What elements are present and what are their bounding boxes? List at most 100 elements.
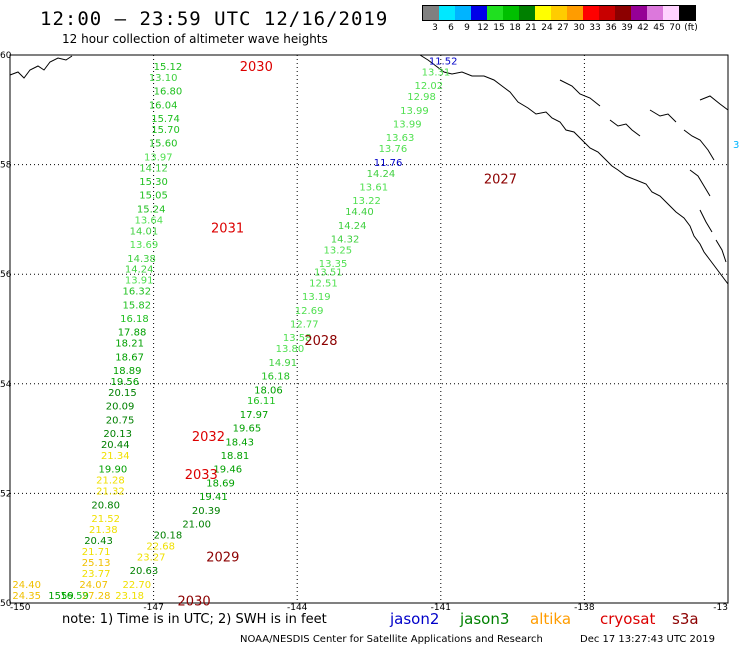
generated-timestamp: Dec 17 13:27:43 UTC 2019 xyxy=(580,634,715,645)
wave-height-value: 15.70 xyxy=(151,125,180,136)
graticule xyxy=(10,55,728,603)
wave-height-value: 18.67 xyxy=(115,352,144,363)
wave-height-value: 22.68 xyxy=(146,541,175,552)
wave-height-value: 13.22 xyxy=(352,196,381,207)
legend-label: 30 xyxy=(573,23,585,33)
wave-height-value: 27.28 xyxy=(82,591,111,602)
wave-height-value: 16.32 xyxy=(122,287,151,298)
latitude-label: 58 xyxy=(0,161,12,171)
legend-label: 24 xyxy=(541,23,553,33)
latitude-label: 60 xyxy=(0,51,12,61)
wave-height-value: 20.15 xyxy=(108,388,137,399)
alaska-islands xyxy=(559,79,729,263)
legend-label: (ft) xyxy=(684,23,698,33)
satellite-name-cryosat: cryosat xyxy=(600,610,656,628)
credit-line: NOAA/NESDIS Center for Satellite Applica… xyxy=(240,634,543,645)
wave-height-value: 20.43 xyxy=(84,536,113,547)
wave-height-value: 20.09 xyxy=(106,402,135,413)
alaska-coastline xyxy=(9,54,729,285)
satellite-name-s3a: s3a xyxy=(672,610,699,628)
wave-height-value: 20.75 xyxy=(106,415,135,426)
legend-label: 21 xyxy=(525,23,537,33)
wave-height-value: 16.80 xyxy=(154,87,183,98)
wave-height-value: 13.91 xyxy=(125,276,154,287)
color-legend: 3 6 9 12 15 18 21 24 27 30 33 36 39 42 45 70 (ft) xyxy=(422,5,698,35)
wave-height-value: 16.18 xyxy=(261,372,290,383)
legend-swatches xyxy=(422,5,696,21)
wave-height-value: 16.11 xyxy=(247,396,276,407)
legend-swatch xyxy=(503,6,519,20)
map-title: 12:00 – 23:59 UTC 12/16/2019 xyxy=(40,8,389,30)
wave-height-value: 18.89 xyxy=(113,366,142,377)
legend-swatch xyxy=(487,6,503,20)
legend-swatch xyxy=(663,6,679,20)
wave-height-value: 13.58 xyxy=(283,333,312,344)
pass-time-label: 2031 xyxy=(211,222,244,237)
pass-time-label: 2030 xyxy=(178,594,211,609)
legend-swatch xyxy=(519,6,535,20)
legend-label: 70 xyxy=(669,23,681,33)
legend-swatch xyxy=(455,6,471,20)
longitude-label: -150 xyxy=(10,603,31,613)
wave-height-value: 18.81 xyxy=(221,451,250,462)
wave-height-value: 22.70 xyxy=(122,580,151,591)
wave-height-value: 24.35 xyxy=(12,591,41,602)
legend-swatch xyxy=(583,6,599,20)
legend-label: 3 xyxy=(432,23,438,33)
pass-time-label: 2030 xyxy=(240,60,273,75)
wave-height-value: 14.01 xyxy=(130,226,159,237)
legend-label: 33 xyxy=(589,23,601,33)
legend-label: 9 xyxy=(464,23,470,33)
wave-height-value: 18.21 xyxy=(115,339,144,350)
wave-height-value: 13.63 xyxy=(386,133,415,144)
wave-height-value: 14.24 xyxy=(125,265,154,276)
wave-height-value: 20.44 xyxy=(101,440,130,451)
latitude-label: 52 xyxy=(0,489,11,499)
wave-height-value: 15.60 xyxy=(149,139,178,150)
wave-height-value: 12.69 xyxy=(295,306,324,317)
wave-height-value: 1559 xyxy=(48,591,73,602)
wave-height-value: 17.88 xyxy=(118,328,147,339)
wave-height-value: 13.10 xyxy=(149,73,178,84)
wave-height-value: 13.25 xyxy=(324,246,353,257)
longitude-label: -138 xyxy=(574,603,595,613)
pass-time-label: 2028 xyxy=(304,334,337,349)
wave-height-value: 16.18 xyxy=(120,314,149,325)
wave-height-value: 23.18 xyxy=(115,591,144,602)
wave-height-value: 15.24 xyxy=(137,204,166,215)
wave-height-value: 11.52 xyxy=(429,56,458,67)
wave-height-value: 13.99 xyxy=(393,120,422,131)
wave-height-value: 19.41 xyxy=(199,492,228,503)
satellite-name-jason3: jason3 xyxy=(460,610,510,628)
wave-height-value: 13.76 xyxy=(379,144,408,155)
wave-height-value: 14.24 xyxy=(367,169,396,180)
wave-height-value: 13.35 xyxy=(319,259,348,270)
legend-swatch xyxy=(631,6,647,20)
latitude-label: 56 xyxy=(0,270,12,280)
pass-time-label: 2033 xyxy=(185,468,218,483)
longitude-label: -141 xyxy=(431,603,451,613)
legend-swatch xyxy=(647,6,663,20)
legend-swatch xyxy=(535,6,551,20)
legend-label: 15 xyxy=(493,23,505,33)
latitude-label: 50 xyxy=(0,599,12,609)
wave-height-value: 13.64 xyxy=(134,215,163,226)
wave-height-value: 21.71 xyxy=(82,547,111,558)
latitude-labels: 60 58 56 54 52 50 xyxy=(0,51,12,609)
longitude-label: -144 xyxy=(287,603,308,613)
wave-height-value: 21.52 xyxy=(91,514,120,525)
satellite-name-jason2: jason2 xyxy=(390,610,440,628)
wave-height-value: 15.30 xyxy=(139,177,168,188)
legend-swatch xyxy=(567,6,583,20)
wave-height-value: 13.69 xyxy=(130,240,159,251)
legend-label: 6 xyxy=(448,23,454,33)
satellite-name-altika: altika xyxy=(530,610,572,628)
wave-height-value: 18.43 xyxy=(225,437,254,448)
wave-height-value: 16.04 xyxy=(149,100,178,111)
legend-label: 18 xyxy=(509,23,521,33)
wave-height-value: 15.05 xyxy=(139,191,168,202)
wave-height-value: 20.63 xyxy=(130,566,159,577)
legend-labels: 3 6 9 12 15 18 21 24 27 30 33 36 39 42 45 70 (ft) xyxy=(422,21,698,35)
